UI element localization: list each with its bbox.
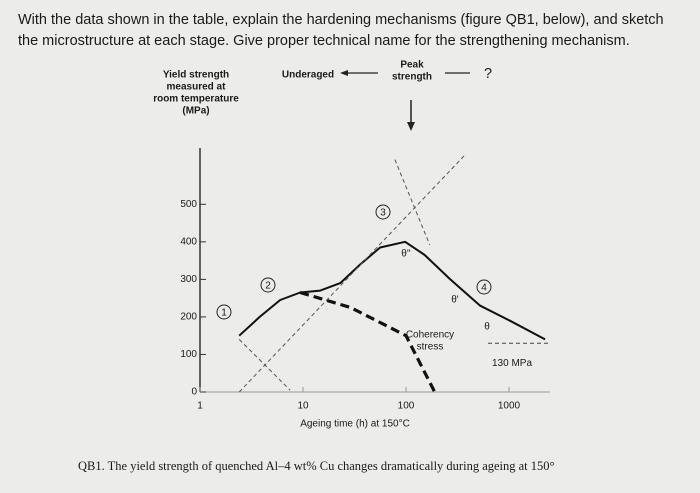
annotation: 1 bbox=[221, 308, 227, 319]
y-tick-label: 400 bbox=[180, 236, 197, 247]
annotation: Underaged bbox=[282, 70, 334, 81]
series-line bbox=[238, 339, 291, 391]
caption: QB1. The yield strength of quenched Al–4… bbox=[78, 459, 555, 473]
y-tick-label: 200 bbox=[180, 312, 197, 323]
annotation: 4 bbox=[481, 283, 487, 294]
y-tick-label: 100 bbox=[180, 349, 197, 360]
stage-circle bbox=[375, 204, 391, 220]
question: With the data shown in the table, explai… bbox=[18, 12, 664, 49]
annotation: Peak bbox=[400, 60, 424, 71]
series-line bbox=[238, 155, 465, 393]
x-tick-label: 1 bbox=[197, 401, 203, 412]
y-tick-label: 300 bbox=[180, 274, 197, 285]
series-line bbox=[299, 290, 437, 393]
series-line bbox=[238, 240, 546, 341]
question-box: With the data shown in the table, explai… bbox=[18, 12, 664, 49]
annotation: strength bbox=[392, 72, 432, 83]
arrow-head bbox=[340, 70, 348, 76]
y-tick-label: 0 bbox=[191, 387, 197, 398]
annotation: θ'' bbox=[401, 249, 410, 260]
x-axis-label: Ageing time (h) at 150°C bbox=[300, 419, 410, 430]
y-axis-label: Yield strength bbox=[163, 70, 229, 81]
y-axis-label: measured at bbox=[167, 82, 227, 93]
annotation: stress bbox=[417, 342, 444, 353]
x-tick-label: 1000 bbox=[498, 401, 521, 412]
annotation: 2 bbox=[265, 281, 271, 292]
stage-circle bbox=[216, 304, 232, 320]
stage-circle bbox=[476, 279, 492, 295]
annotation: 3 bbox=[380, 208, 386, 219]
x-tick-label: 100 bbox=[398, 401, 415, 412]
x-tick-label: 10 bbox=[297, 401, 309, 412]
stage-circle bbox=[260, 277, 276, 293]
arrow-head bbox=[407, 122, 415, 131]
y-tick-label: 500 bbox=[180, 199, 197, 210]
y-axis-label: room temperature bbox=[153, 94, 239, 105]
series-line bbox=[394, 159, 431, 245]
annotation: θ' bbox=[451, 295, 459, 306]
annotation: θ bbox=[484, 322, 490, 333]
y-axis-label: (MPa) bbox=[182, 106, 209, 117]
reference-label: 130 MPa bbox=[492, 358, 532, 369]
annotation: Coherency bbox=[406, 330, 454, 341]
annotation: ? bbox=[484, 66, 492, 82]
